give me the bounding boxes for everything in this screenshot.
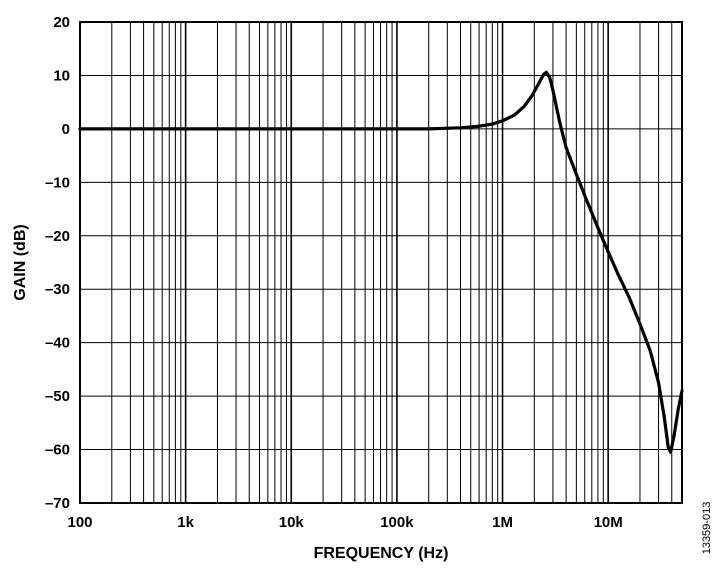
grid bbox=[80, 22, 682, 503]
y-tick-label: –20 bbox=[45, 228, 70, 245]
y-tick-label: 20 bbox=[53, 14, 70, 31]
y-tick-label: –30 bbox=[45, 281, 70, 298]
x-tick-label: 1M bbox=[492, 514, 513, 531]
y-tick-label: –40 bbox=[45, 335, 70, 352]
y-tick-label: 10 bbox=[53, 67, 70, 84]
x-tick-label: 10M bbox=[594, 514, 623, 531]
figure-id: 13359-013 bbox=[701, 502, 713, 555]
y-axis-title: GAIN (dB) bbox=[12, 224, 29, 300]
x-tick-label: 100 bbox=[67, 514, 92, 531]
x-tick-label: 100k bbox=[380, 514, 414, 531]
y-tick-label: –10 bbox=[45, 174, 70, 191]
x-tick-label: 10k bbox=[279, 514, 305, 531]
series-line bbox=[78, 70, 684, 454]
y-tick-label: –50 bbox=[45, 388, 70, 405]
plot-frame bbox=[79, 21, 683, 504]
x-tick-label: 1k bbox=[177, 514, 194, 531]
x-tick-labels: 100 1k 10k 100k 1M 10M bbox=[67, 514, 622, 531]
y-tick-labels: 20 10 0 –10 –20 –30 –40 –50 –60 –70 bbox=[45, 14, 70, 512]
y-tick-label: 0 bbox=[62, 121, 70, 138]
y-tick-label: –60 bbox=[45, 442, 70, 459]
y-tick-label: –70 bbox=[45, 495, 70, 512]
x-axis-title: FREQUENCY (Hz) bbox=[314, 545, 449, 562]
